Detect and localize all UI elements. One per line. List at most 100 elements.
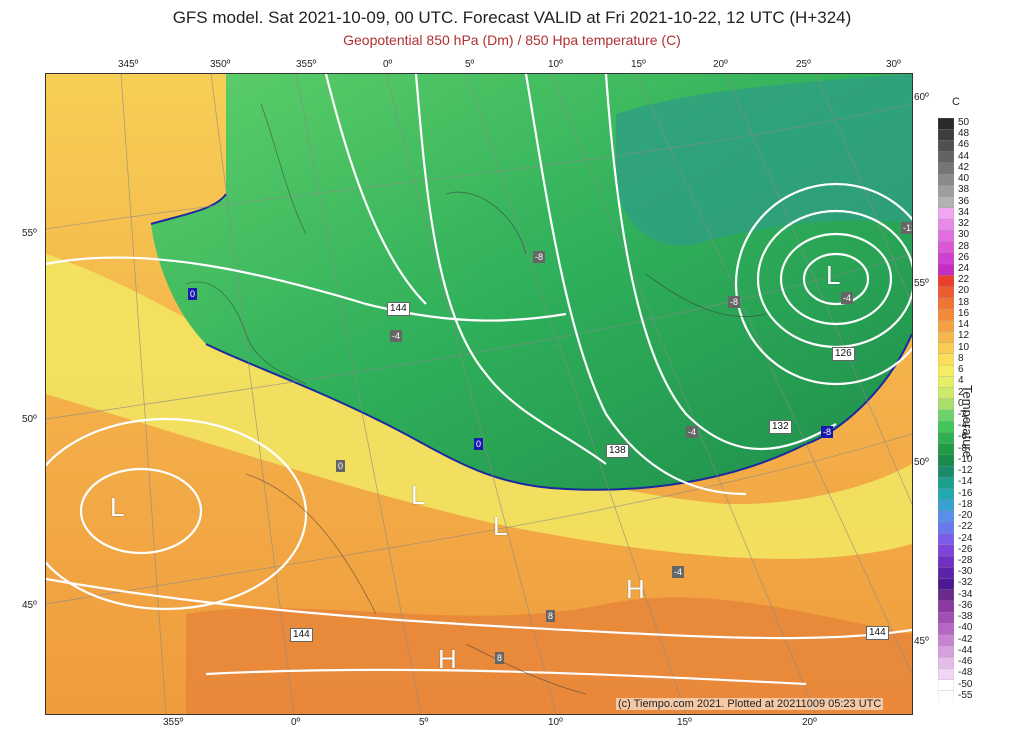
credit-text: (c) Tiempo.com 2021. Plotted at 20211009…	[616, 698, 884, 710]
legend-swatch	[938, 196, 954, 209]
legend-value: -16	[958, 487, 973, 499]
legend-value: 36	[958, 195, 970, 207]
legend-value: 22	[958, 274, 970, 286]
legend-unit: C	[952, 96, 960, 108]
bottom-tick: 0º	[291, 717, 301, 728]
legend-value: 34	[958, 206, 970, 218]
legend-swatch	[938, 544, 954, 557]
legend-swatch	[938, 589, 954, 602]
map-subtitle: Geopotential 850 hPa (Dm) / 850 Hpa temp…	[343, 32, 681, 48]
legend-swatch	[938, 387, 954, 400]
temp-label: -8	[728, 296, 741, 308]
legend-swatch	[938, 230, 954, 243]
legend-value: -24	[958, 532, 973, 544]
legend-value: 10	[958, 341, 970, 353]
top-tick: 345º	[118, 59, 139, 70]
top-tick: 355º	[296, 59, 317, 70]
contour-label: 138	[606, 444, 629, 458]
legend-value: 2	[958, 386, 964, 398]
legend-swatch	[938, 174, 954, 187]
legend-swatch	[938, 510, 954, 523]
low-pressure-center: L	[493, 511, 508, 541]
legend-swatch	[938, 466, 954, 479]
legend-value: 30	[958, 229, 970, 241]
temp-label: 0	[188, 288, 198, 300]
legend-swatch	[938, 320, 954, 333]
left-tick: 55º	[22, 228, 37, 239]
right-tick: 45º	[914, 636, 929, 647]
legend-swatch	[938, 432, 954, 445]
legend-swatch	[938, 263, 954, 276]
legend-swatch	[938, 275, 954, 288]
legend-swatch	[938, 162, 954, 175]
legend-value: -14	[958, 476, 973, 488]
legend-swatch	[938, 151, 954, 164]
legend-value: 6	[958, 364, 964, 376]
contour-label: 144	[387, 302, 410, 316]
legend-value: 32	[958, 218, 970, 230]
legend-value: 46	[958, 139, 970, 151]
contour-label: 132	[769, 420, 792, 434]
temp-label: -4	[390, 330, 403, 342]
bottom-tick: 15º	[677, 717, 692, 728]
top-tick: 30º	[886, 59, 901, 70]
legend-swatch	[938, 308, 954, 321]
top-tick: 350º	[210, 59, 231, 70]
southern-warm-region	[186, 597, 912, 714]
legend-swatch	[938, 645, 954, 658]
legend-swatch	[938, 668, 954, 681]
legend-value: -55	[958, 689, 973, 701]
legend-value: -34	[958, 588, 973, 600]
temp-label: -8	[533, 251, 546, 263]
left-tick: 50º	[22, 414, 37, 425]
legend-swatch	[938, 218, 954, 231]
bottom-tick: 355º	[163, 717, 184, 728]
low-pressure-center: L	[411, 480, 426, 510]
legend-swatch	[938, 477, 954, 490]
legend-swatch	[938, 185, 954, 198]
legend-value: -48	[958, 667, 973, 679]
bottom-tick: 5º	[419, 717, 429, 728]
legend-value: -6	[958, 431, 967, 443]
legend-swatch	[938, 612, 954, 625]
legend-swatch	[938, 634, 954, 647]
high-pressure-center: H	[626, 574, 645, 604]
map-title: GFS model. Sat 2021-10-09, 00 UTC. Forec…	[172, 8, 852, 27]
legend-value: -4	[958, 420, 967, 432]
temp-label: 0	[474, 438, 484, 450]
legend-value: 14	[958, 319, 970, 331]
top-tick: 25º	[796, 59, 811, 70]
legend-swatch	[938, 567, 954, 580]
legend-value: 4	[958, 375, 964, 387]
legend-value: -38	[958, 611, 973, 623]
legend-value: 24	[958, 263, 970, 274]
legend-swatch	[938, 600, 954, 613]
legend-swatch	[938, 118, 954, 130]
top-tick: 20º	[713, 59, 728, 70]
legend-swatch	[938, 241, 954, 254]
top-tick: 15º	[631, 59, 646, 70]
weather-map[interactable]: 144 138 132 126 144 144 0 -4 -8 -8 0 -4 …	[45, 73, 913, 715]
legend-value: 44	[958, 150, 970, 162]
legend-swatch	[938, 286, 954, 299]
legend-swatch	[938, 443, 954, 456]
map-canvas	[46, 74, 912, 714]
bottom-tick: 10º	[548, 717, 563, 728]
legend-value: 16	[958, 307, 970, 319]
temperature-legend-bar	[938, 118, 954, 702]
legend-value: 38	[958, 184, 970, 196]
contour-label: 144	[866, 626, 889, 640]
legend-value: -42	[958, 633, 973, 645]
legend-value: 50	[958, 117, 970, 128]
contour-label: 126	[832, 347, 855, 361]
legend-value: 26	[958, 251, 970, 263]
legend-value: -40	[958, 622, 973, 634]
legend-swatch	[938, 623, 954, 636]
legend-swatch	[938, 398, 954, 411]
contour-label: 144	[290, 628, 313, 642]
top-tick: 5º	[465, 59, 475, 70]
legend-value: -50	[958, 678, 973, 690]
legend-swatch	[938, 488, 954, 501]
low-pressure-center: L	[110, 492, 125, 522]
legend-swatch	[938, 140, 954, 153]
